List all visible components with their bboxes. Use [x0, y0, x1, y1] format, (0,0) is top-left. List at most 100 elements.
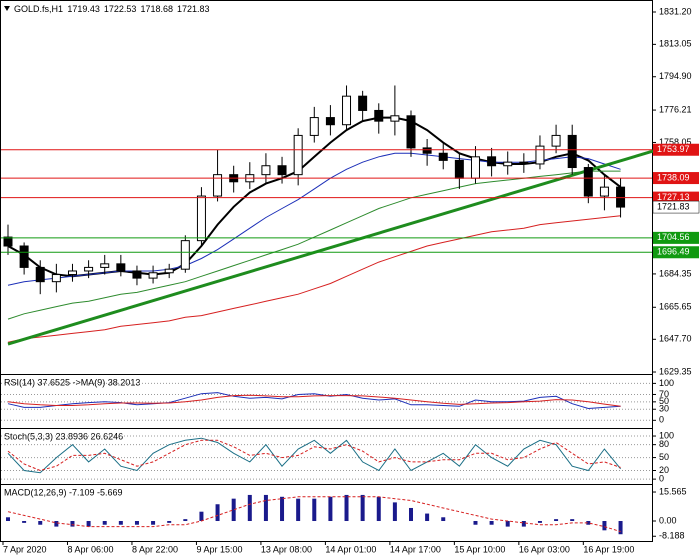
candle-body: [116, 263, 126, 272]
symbol: GOLD.fs,H1: [14, 4, 63, 14]
histogram-bar: [505, 521, 510, 527]
histogram-bar: [86, 521, 91, 527]
histogram-bar: [263, 494, 268, 522]
collapse-icon[interactable]: [4, 6, 10, 11]
histogram-bar: [296, 498, 301, 522]
x-tick-label: 7 Apr 2020: [3, 544, 47, 554]
panel-title: MACD(12,26,9) -7.109 -5.669: [4, 487, 123, 497]
histogram-bar: [247, 494, 252, 522]
histogram-bar: [215, 504, 220, 522]
panel-title: Stoch(5,3,3) 23.8936 26.6246: [4, 431, 123, 441]
x-tick-label: 9 Apr 15:00: [196, 544, 242, 554]
y-tick-label: 0: [659, 473, 664, 483]
histogram-bar: [280, 496, 285, 522]
y-tick-label: 0: [659, 415, 664, 425]
x-tick-label: 8 Apr 22:00: [132, 544, 178, 554]
level-label-box: [653, 143, 699, 156]
y-tick-label: 1831.20: [659, 6, 692, 16]
candle-body: [358, 95, 368, 111]
moving-average: [7, 152, 621, 286]
y-tick-label: 1684.35: [659, 268, 692, 278]
histogram-bar: [167, 521, 172, 523]
candle-body: [535, 145, 545, 165]
candle-body: [3, 236, 13, 247]
candle-body: [599, 186, 609, 197]
level-label: 1727.13: [657, 192, 690, 202]
level-label-box: [653, 246, 699, 259]
histogram-bar: [38, 521, 43, 525]
y-tick-label: 100: [659, 430, 674, 440]
indicator-line: [7, 394, 621, 407]
candle-body: [374, 109, 384, 122]
level-label-box: [653, 231, 699, 244]
histogram-bar: [409, 507, 413, 522]
y-tick-label: 70: [659, 389, 669, 399]
chart-header: GOLD.fs,H1 1719.43 1722.53 1718.68 1721.83: [14, 4, 210, 14]
indicator-line: [7, 496, 621, 533]
histogram-bar: [54, 521, 59, 527]
y-tick-label: 50: [659, 396, 669, 406]
histogram-bar: [425, 513, 430, 522]
candle-body: [164, 268, 174, 274]
histogram-bar: [586, 521, 591, 525]
candle-body: [148, 272, 158, 279]
y-tick-label: 1629.35: [659, 366, 692, 376]
panel-frame: [0, 484, 653, 542]
x-tick-label: 13 Apr 08:00: [261, 544, 312, 554]
y-tick-label: -8.188: [659, 531, 685, 541]
candle-body: [390, 115, 400, 122]
histogram-bar: [22, 521, 27, 523]
y-tick-label: 1665.65: [659, 302, 692, 312]
candle-body: [213, 174, 223, 197]
indicator-line: [7, 437, 621, 474]
histogram-bar: [392, 502, 397, 522]
candle-body: [342, 95, 352, 126]
histogram-bar: [102, 521, 107, 525]
candle-body: [67, 270, 77, 276]
candle-body: [35, 266, 45, 283]
candle-body: [454, 159, 464, 179]
bar-close: 1721.83: [177, 4, 210, 14]
y-tick-label: 1647.70: [659, 334, 692, 344]
histogram-bar: [570, 519, 575, 522]
y-tick-label: 1813.05: [659, 39, 692, 49]
y-tick-label: 100: [659, 378, 674, 388]
bar-low: 1718.68: [140, 4, 173, 14]
candle-body: [583, 167, 593, 197]
candle-body: [51, 274, 61, 283]
candle-body: [487, 156, 497, 167]
y-tick-label: 1758.05: [659, 137, 692, 147]
candle-body: [100, 263, 110, 268]
histogram-bar: [118, 521, 123, 525]
candle-body: [293, 134, 303, 176]
level-label-box: [653, 172, 699, 185]
histogram-bar: [376, 496, 381, 522]
histogram-bar: [344, 494, 349, 522]
histogram-bar: [602, 521, 607, 531]
histogram-bar: [312, 498, 317, 522]
histogram-bar: [199, 511, 204, 522]
candle-body: [438, 152, 448, 161]
candle-body: [551, 134, 561, 147]
y-tick-label: 1776.21: [659, 104, 692, 114]
level-label: 1696.49: [657, 247, 690, 257]
candle-body: [616, 186, 626, 208]
y-tick-label: 1794.90: [659, 71, 692, 81]
x-tick-label: 14 Apr 17:00: [390, 544, 441, 554]
x-tick-label: 16 Apr 03:00: [519, 544, 570, 554]
candle-body: [196, 195, 206, 242]
candle-body: [503, 161, 513, 167]
candle-body: [406, 115, 416, 149]
candle-body: [519, 161, 529, 165]
x-tick-label: 8 Apr 06:00: [67, 544, 113, 554]
level-label: 1738.09: [657, 172, 690, 182]
histogram-bar: [537, 521, 542, 523]
histogram-bar: [183, 519, 188, 522]
histogram-bar: [231, 498, 236, 522]
x-tick-label: 16 Apr 19:00: [583, 544, 634, 554]
indicator-line: [7, 392, 621, 410]
y-tick-label: 20: [659, 465, 669, 475]
y-tick-label: 50: [659, 452, 669, 462]
